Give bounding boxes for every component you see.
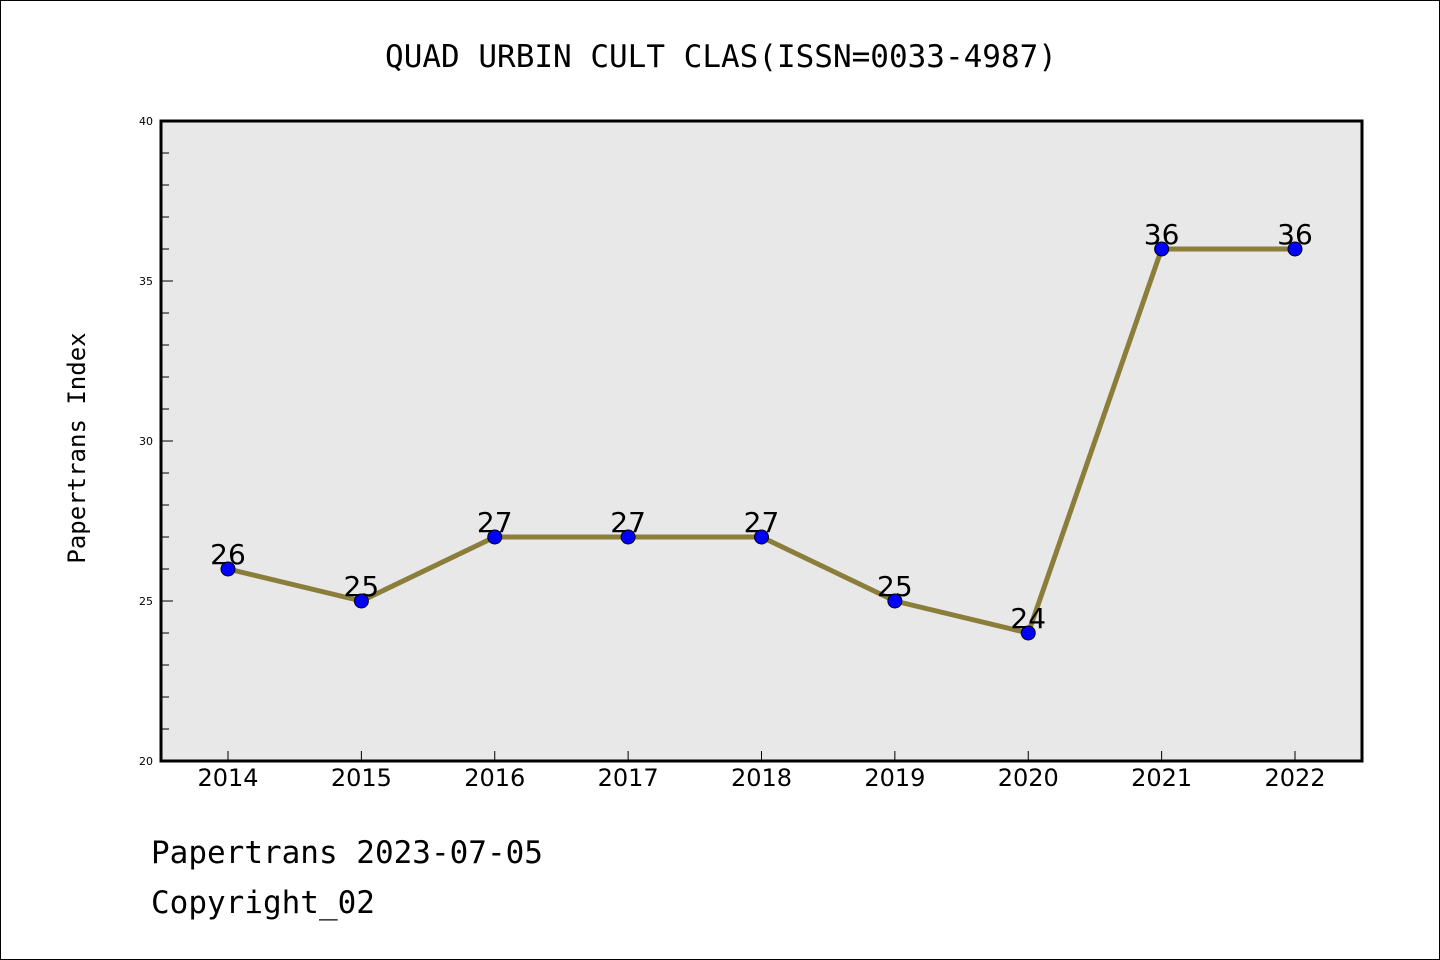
x-tick-label: 2022 (1264, 764, 1325, 792)
chart-title: QUAD URBIN CULT CLAS(ISSN=0033-4987) (385, 39, 1057, 75)
data-point (887, 593, 903, 609)
data-label: 27 (477, 506, 513, 539)
y-tick-label: 25 (139, 595, 153, 608)
y-tick-label: 40 (139, 115, 153, 128)
x-tick-label: 2021 (1131, 764, 1192, 792)
data-label: 25 (877, 570, 913, 603)
x-tick-label: 2016 (464, 764, 525, 792)
series-layer: 26 25 27 27 27 25 24 36 36 (210, 218, 1313, 641)
footer-copyright: Copyright_02 (151, 885, 375, 921)
x-tick-label: 2018 (731, 764, 792, 792)
data-label: 36 (1144, 218, 1180, 251)
data-point (1287, 241, 1303, 257)
data-label: 24 (1010, 602, 1046, 635)
data-label: 36 (1277, 218, 1313, 251)
plot-area (159, 119, 1364, 763)
x-tick-label: 2020 (998, 764, 1059, 792)
data-label: 27 (610, 506, 646, 539)
y-axis: 20 25 30 35 40 (139, 115, 173, 768)
data-point (353, 593, 369, 609)
data-label: 25 (344, 570, 380, 603)
data-label: 26 (210, 538, 246, 571)
x-tick-label: 2014 (197, 764, 258, 792)
footer-date: Papertrans 2023-07-05 (151, 835, 543, 871)
y-axis-label: Papertrans Index (63, 332, 91, 563)
data-point (620, 529, 636, 545)
x-axis: 2014 2015 2016 2017 2018 2019 2020 2021 2022 (197, 751, 1326, 792)
data-point (1020, 625, 1036, 641)
y-tick-label: 20 (139, 755, 153, 768)
y-tick-label: 35 (139, 275, 153, 288)
data-point (487, 529, 503, 545)
x-tick-label: 2015 (331, 764, 392, 792)
x-tick-label: 2017 (598, 764, 659, 792)
x-tick-label: 2019 (864, 764, 925, 792)
data-point (754, 529, 769, 545)
data-point (1154, 241, 1170, 257)
data-point (220, 561, 236, 577)
data-label: 27 (744, 506, 780, 539)
y-tick-label: 30 (139, 435, 153, 448)
